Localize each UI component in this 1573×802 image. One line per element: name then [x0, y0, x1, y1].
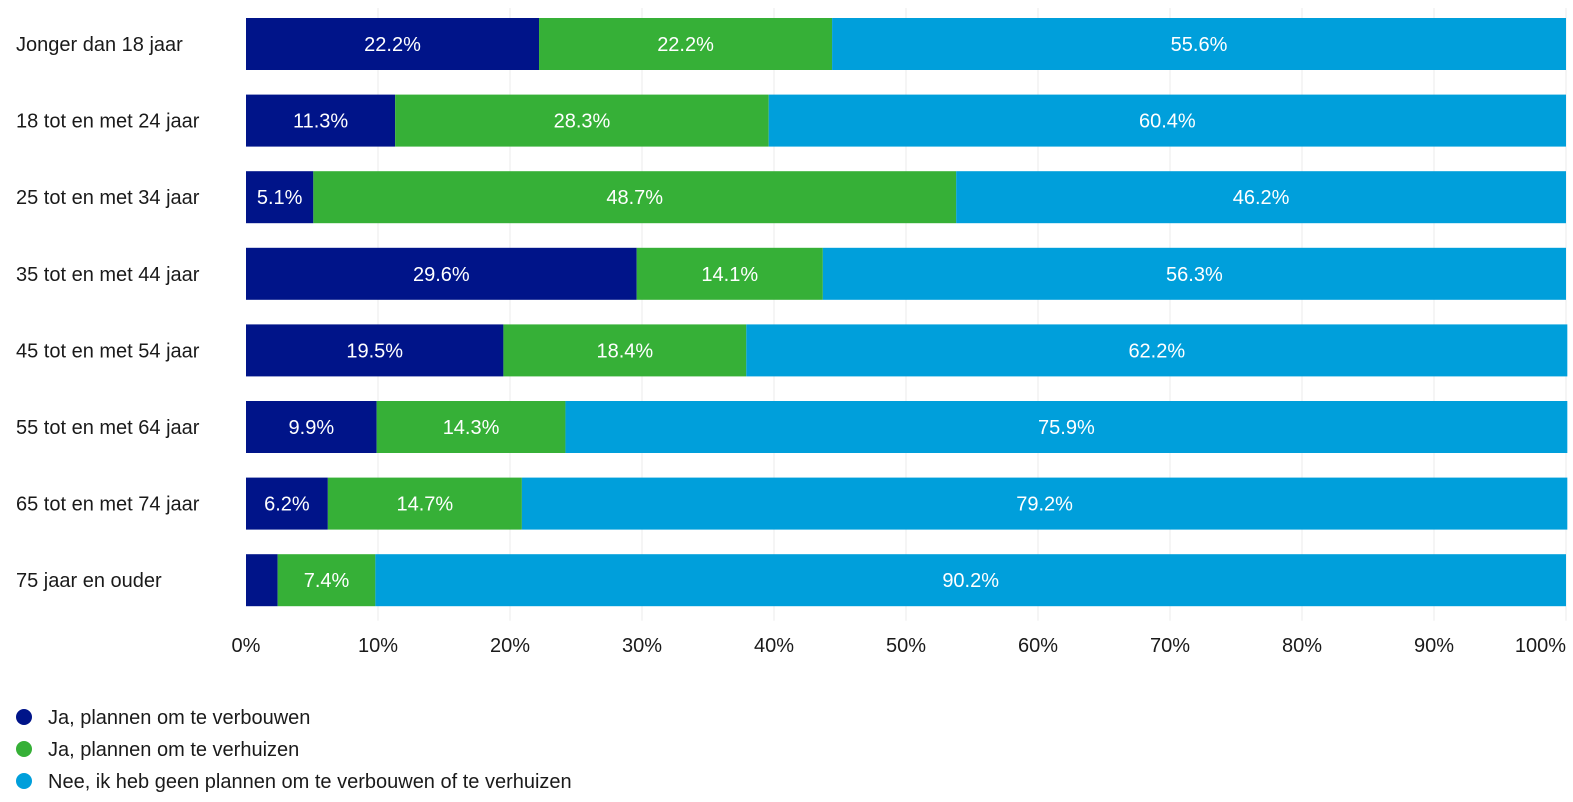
data-label-3-2: 48.7%: [606, 187, 663, 209]
category-label-3: 25 tot en met 34 jaar: [16, 187, 200, 209]
bar-7-series-2: [327, 477, 522, 530]
bar-5-series-2: [503, 324, 747, 377]
legend-marker-2: [16, 741, 32, 757]
bar-7-series-1: [246, 477, 328, 530]
x-tick-label-1: 10%: [358, 635, 398, 657]
data-label-3-3: 46.2%: [1233, 187, 1290, 209]
data-label-5-2: 18.4%: [596, 340, 653, 362]
category-label-2: 18 tot en met 24 jaar: [16, 111, 200, 133]
data-label-5-1: 19.5%: [346, 340, 403, 362]
category-label-8: 75 jaar en ouder: [16, 570, 162, 592]
bar-8-series-1: [246, 554, 278, 607]
legend-marker-3: [16, 773, 32, 789]
data-label-1-1: 22.2%: [364, 34, 421, 56]
data-label-2-2: 28.3%: [554, 111, 611, 133]
bar-5-series-3: [746, 324, 1568, 377]
bar-6-series-1: [246, 401, 377, 453]
data-label-1-2: 22.2%: [657, 34, 714, 56]
bar-2-series-3: [768, 94, 1566, 147]
category-label-6: 55 tot en met 64 jaar: [16, 417, 200, 439]
data-label-7-2: 14.7%: [397, 494, 454, 516]
data-label-8-2: 7.4%: [304, 570, 350, 592]
data-label-2-3: 60.4%: [1139, 111, 1196, 133]
bar-8-series-3: [375, 554, 1566, 607]
bar-2-series-2: [395, 94, 769, 147]
bar-3-series-2: [313, 171, 957, 224]
data-label-5-3: 62.2%: [1128, 340, 1185, 362]
legend-label-3: Nee, ik heb geen plannen om te verbouwen…: [48, 771, 572, 793]
data-label-6-3: 75.9%: [1038, 417, 1095, 439]
data-label-6-2: 14.3%: [443, 417, 500, 439]
data-label-8-3: 90.2%: [942, 570, 999, 592]
bar-4-series-1: [246, 247, 637, 300]
data-label-4-1: 29.6%: [413, 264, 470, 286]
category-label-5: 45 tot en met 54 jaar: [16, 340, 200, 362]
data-label-2-1: 11.3%: [293, 111, 348, 133]
x-tick-label-8: 80%: [1282, 635, 1322, 657]
data-label-4-2: 14.1%: [701, 264, 758, 286]
x-tick-label-5: 50%: [886, 635, 926, 657]
x-tick-label-7: 70%: [1150, 635, 1190, 657]
bar-6-series-3: [565, 401, 1568, 453]
bar-1-series-3: [832, 18, 1566, 70]
bar-1-series-1: [246, 18, 540, 70]
bar-6-series-2: [376, 401, 566, 453]
category-label-7: 65 tot en met 74 jaar: [16, 494, 200, 516]
bar-8-series-2: [277, 554, 376, 607]
x-tick-label-10: 100%: [1515, 635, 1566, 657]
bars: 22.2% 22.2% 55.6% 11.3% 28.3% 60.4% 5.1% 48.7% 4…: [246, 18, 1568, 607]
bar-2-series-1: [246, 94, 396, 147]
x-tick-label-9: 90%: [1414, 635, 1454, 657]
legend-marker-1: [16, 709, 32, 725]
legend: Ja, plannen om te verbouwen Ja, plannen o…: [16, 707, 572, 793]
data-label-7-1: 6.2%: [264, 494, 310, 516]
data-label-1-3: 55.6%: [1171, 34, 1228, 56]
x-tick-label-6: 60%: [1018, 635, 1058, 657]
bar-3-series-1: [246, 171, 314, 224]
x-tick-label-3: 30%: [622, 635, 662, 657]
category-label-4: 35 tot en met 44 jaar: [16, 264, 200, 286]
bar-7-series-3: [521, 477, 1568, 530]
category-labels: Jonger dan 18 jaar 18 tot en met 24 jaar 2…: [16, 34, 200, 592]
bar-4-series-3: [822, 247, 1566, 300]
data-label-3-1: 5.1%: [257, 187, 303, 209]
bar-4-series-2: [636, 247, 823, 300]
x-tick-label-4: 40%: [754, 635, 794, 657]
bar-5-series-1: [246, 324, 504, 377]
legend-label-1: Ja, plannen om te verbouwen: [48, 707, 310, 729]
x-tick-labels: 0% 10% 20% 30% 40% 50% 60% 70% 80% 90% 100%: [232, 635, 1567, 657]
legend-label-2: Ja, plannen om te verhuizen: [48, 739, 299, 761]
data-label-4-3: 56.3%: [1166, 264, 1223, 286]
data-label-7-3: 79.2%: [1016, 494, 1073, 516]
x-tick-label-0: 0%: [232, 635, 261, 657]
data-label-6-1: 9.9%: [289, 417, 335, 439]
bar-1-series-2: [539, 18, 833, 70]
bar-3-series-3: [956, 171, 1566, 224]
category-label-1: Jonger dan 18 jaar: [16, 34, 183, 56]
x-tick-label-2: 20%: [490, 635, 530, 657]
